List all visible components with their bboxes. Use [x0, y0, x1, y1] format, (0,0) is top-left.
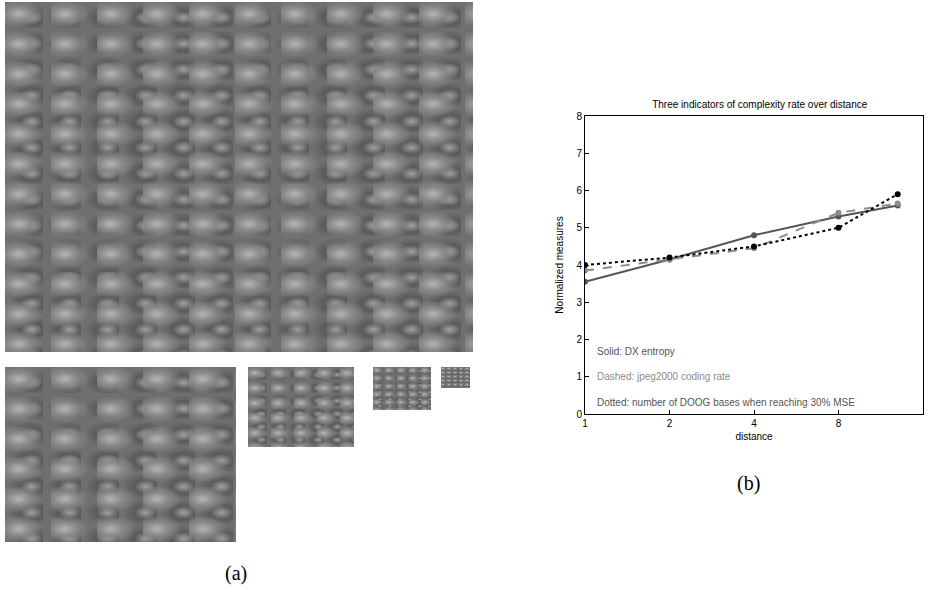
svg-text:Dotted: number of DOOG bases w: Dotted: number of DOOG bases when reachi…	[597, 397, 855, 408]
html-text:(a): (a)	[225, 562, 248, 584]
svg-text:Dashed: jpeg2000 coding rate: Dashed: jpeg2000 coding rate	[597, 371, 731, 382]
svg-text:3: 3	[576, 297, 582, 308]
svg-text:8: 8	[836, 418, 842, 429]
svg-text:distance: distance	[735, 431, 773, 442]
svg-text:4: 4	[751, 418, 757, 429]
svg-text:8: 8	[576, 111, 582, 122]
html-text:(b): (b)	[737, 472, 761, 494]
svg-text:1: 1	[582, 418, 588, 429]
svg-text:7: 7	[576, 148, 582, 159]
svg-text:1: 1	[576, 371, 582, 382]
svg-text:5: 5	[576, 222, 582, 233]
svg-text:2: 2	[576, 334, 582, 345]
svg-text:Three indicators of complexity: Three indicators of complexity rate over…	[652, 99, 868, 110]
svg-text:6: 6	[576, 185, 582, 196]
svg-text:Solid: DX entropy: Solid: DX entropy	[597, 346, 675, 357]
svg-text:4: 4	[576, 260, 582, 271]
svg-text:0: 0	[576, 409, 582, 420]
svg-text:Normalized measures: Normalized measures	[554, 216, 565, 313]
svg-text:2: 2	[667, 418, 673, 429]
